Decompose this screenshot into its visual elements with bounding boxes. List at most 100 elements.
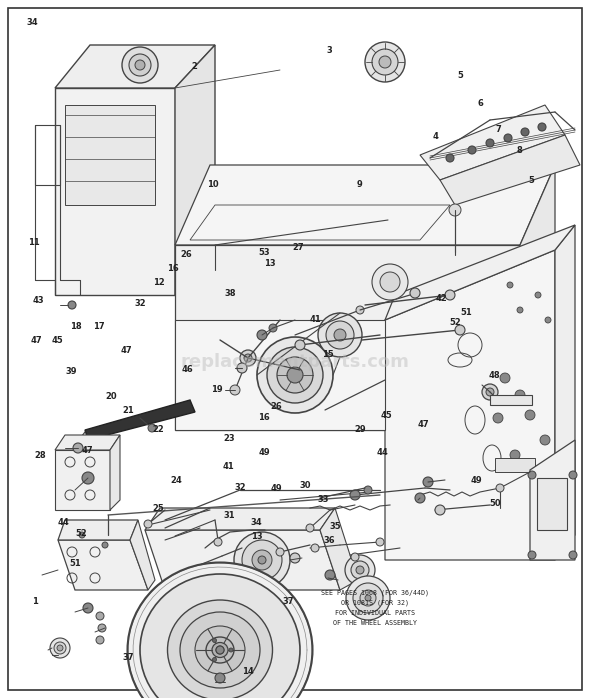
Ellipse shape bbox=[140, 574, 300, 698]
Circle shape bbox=[372, 49, 398, 75]
Text: 42: 42 bbox=[435, 295, 447, 303]
Text: 28: 28 bbox=[34, 451, 46, 459]
Circle shape bbox=[269, 324, 277, 332]
Polygon shape bbox=[440, 135, 580, 205]
Ellipse shape bbox=[212, 642, 228, 658]
Circle shape bbox=[129, 54, 151, 76]
Circle shape bbox=[102, 542, 108, 548]
Ellipse shape bbox=[206, 637, 234, 663]
Polygon shape bbox=[55, 45, 215, 88]
Text: 37: 37 bbox=[282, 597, 294, 606]
Circle shape bbox=[79, 532, 85, 538]
Circle shape bbox=[306, 524, 314, 532]
Circle shape bbox=[122, 47, 158, 83]
Text: 37: 37 bbox=[123, 653, 135, 662]
Circle shape bbox=[445, 290, 455, 300]
Text: 44: 44 bbox=[58, 518, 70, 526]
Circle shape bbox=[346, 576, 390, 620]
Text: 47: 47 bbox=[81, 446, 93, 454]
Text: 35: 35 bbox=[329, 523, 341, 531]
Circle shape bbox=[50, 638, 70, 658]
Circle shape bbox=[517, 307, 523, 313]
Polygon shape bbox=[55, 450, 110, 510]
Text: 13: 13 bbox=[264, 260, 276, 268]
Polygon shape bbox=[58, 540, 148, 590]
Circle shape bbox=[148, 424, 156, 432]
Circle shape bbox=[538, 123, 546, 131]
Circle shape bbox=[569, 551, 577, 559]
Text: 8: 8 bbox=[516, 146, 522, 154]
Polygon shape bbox=[320, 508, 358, 590]
Text: 20: 20 bbox=[105, 392, 117, 401]
Circle shape bbox=[528, 551, 536, 559]
Text: 34: 34 bbox=[251, 518, 263, 526]
Polygon shape bbox=[385, 225, 575, 320]
Circle shape bbox=[382, 272, 398, 288]
Text: 47: 47 bbox=[31, 336, 42, 345]
Circle shape bbox=[415, 493, 425, 503]
Circle shape bbox=[98, 624, 106, 632]
Circle shape bbox=[96, 636, 104, 644]
Text: 27: 27 bbox=[292, 244, 304, 252]
Text: 5: 5 bbox=[528, 176, 534, 184]
Circle shape bbox=[290, 553, 300, 563]
Text: 47: 47 bbox=[121, 346, 133, 355]
Circle shape bbox=[455, 325, 465, 335]
Circle shape bbox=[215, 673, 225, 683]
Circle shape bbox=[525, 410, 535, 420]
Text: 38: 38 bbox=[224, 289, 236, 297]
Bar bbox=[495, 458, 535, 472]
Text: 36: 36 bbox=[323, 537, 335, 545]
Circle shape bbox=[375, 265, 405, 295]
Text: 29: 29 bbox=[354, 425, 366, 433]
Text: 51: 51 bbox=[460, 309, 472, 317]
Text: 53: 53 bbox=[258, 248, 270, 257]
Text: 44: 44 bbox=[376, 448, 388, 456]
Circle shape bbox=[54, 642, 66, 654]
Text: 18: 18 bbox=[70, 322, 81, 331]
Text: 4: 4 bbox=[432, 132, 438, 140]
Text: 5: 5 bbox=[457, 71, 463, 80]
Text: 10: 10 bbox=[206, 181, 218, 189]
Polygon shape bbox=[530, 440, 575, 560]
Text: 16: 16 bbox=[258, 413, 270, 422]
Circle shape bbox=[535, 292, 541, 298]
Text: FOR INDIVIDUAL PARTS: FOR INDIVIDUAL PARTS bbox=[335, 610, 415, 616]
Circle shape bbox=[214, 538, 222, 546]
Circle shape bbox=[500, 373, 510, 383]
Circle shape bbox=[504, 134, 512, 142]
Circle shape bbox=[365, 595, 371, 601]
Text: 45: 45 bbox=[381, 411, 392, 419]
Text: 49: 49 bbox=[258, 448, 270, 456]
Circle shape bbox=[423, 477, 433, 487]
Text: 30: 30 bbox=[300, 481, 312, 489]
Circle shape bbox=[356, 566, 364, 574]
Text: 51: 51 bbox=[70, 560, 81, 568]
Text: 48: 48 bbox=[489, 371, 500, 380]
Circle shape bbox=[569, 471, 577, 479]
Bar bbox=[490, 395, 532, 405]
Circle shape bbox=[240, 350, 256, 366]
Text: 52: 52 bbox=[450, 318, 461, 327]
Text: 12: 12 bbox=[153, 279, 165, 287]
Text: OF THE WHEEL ASSEMBLY: OF THE WHEEL ASSEMBLY bbox=[333, 620, 417, 626]
Polygon shape bbox=[110, 435, 120, 510]
Text: 11: 11 bbox=[28, 239, 40, 247]
Circle shape bbox=[212, 658, 217, 662]
Polygon shape bbox=[175, 245, 520, 430]
Text: 45: 45 bbox=[52, 336, 64, 345]
Circle shape bbox=[486, 388, 494, 396]
Circle shape bbox=[435, 505, 445, 515]
Ellipse shape bbox=[195, 626, 245, 674]
Polygon shape bbox=[145, 508, 335, 530]
Circle shape bbox=[410, 288, 420, 298]
Polygon shape bbox=[175, 165, 555, 245]
Circle shape bbox=[334, 329, 346, 341]
Text: 1: 1 bbox=[32, 597, 38, 606]
Polygon shape bbox=[130, 520, 155, 590]
Circle shape bbox=[510, 450, 520, 460]
Circle shape bbox=[545, 317, 551, 323]
Circle shape bbox=[326, 321, 354, 349]
Circle shape bbox=[515, 390, 525, 400]
Text: 41: 41 bbox=[310, 315, 322, 324]
